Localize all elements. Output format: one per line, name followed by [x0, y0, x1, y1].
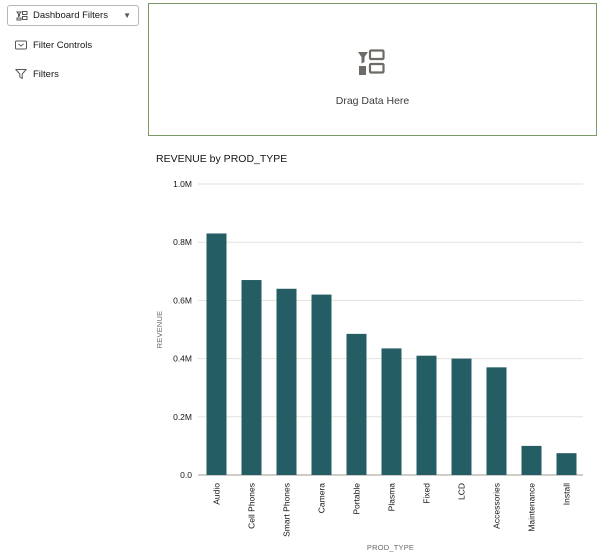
x-tick-label: Smart Phones	[282, 483, 292, 537]
bar-smart-phones[interactable]	[276, 288, 297, 475]
funnel-icon	[15, 68, 27, 80]
bar-maintenance[interactable]	[521, 445, 542, 475]
x-tick-label: LCD	[457, 483, 467, 500]
bar-lcd[interactable]	[451, 358, 472, 475]
filter-controls-label: Filter Controls	[33, 39, 93, 51]
filters-label: Filters	[33, 68, 59, 80]
x-tick-label: Audio	[212, 483, 222, 505]
left-panel: Dashboard Filters ▼ Filter Controls Filt…	[0, 0, 145, 557]
drag-data-icon	[358, 49, 385, 75]
bar-cell-phones[interactable]	[241, 280, 262, 475]
x-tick-label: Accessories	[492, 483, 502, 529]
x-tick-label: Cell Phones	[247, 483, 257, 529]
bar-portable[interactable]	[346, 333, 367, 475]
chevron-down-icon: ▼	[123, 11, 131, 20]
bar-accessories[interactable]	[486, 367, 507, 475]
filter-controls-icon	[15, 39, 27, 51]
y-tick-label: 0.4M	[173, 354, 192, 364]
dashboard-filters-dropdown[interactable]: Dashboard Filters ▼	[7, 5, 139, 26]
bar-fixed[interactable]	[416, 355, 437, 475]
y-tick-label: 0.8M	[173, 237, 192, 247]
drop-zone[interactable]: Drag Data Here	[148, 3, 597, 136]
y-tick-label: 0.0	[180, 470, 192, 480]
x-tick-label: Portable	[352, 483, 362, 515]
bar-audio[interactable]	[206, 233, 227, 475]
filters-item[interactable]: Filters	[15, 66, 59, 82]
y-tick-label: 1.0M	[173, 179, 192, 189]
chart-title: REVENUE by PROD_TYPE	[156, 153, 288, 165]
x-axis-title: PROD_TYPE	[367, 543, 414, 552]
bar-chart: 0.0 0.2M 0.4M 0.6M 0.8M 1.0M Audio Cell Phones…	[155, 179, 583, 552]
y-tick-label: 0.6M	[173, 295, 192, 305]
dashboard-filters-icon	[16, 10, 28, 22]
y-tick-label: 0.2M	[173, 412, 192, 422]
bar-install[interactable]	[556, 453, 577, 475]
x-tick-label: Plasma	[387, 483, 397, 512]
bar-camera[interactable]	[311, 294, 332, 475]
x-tick-label: Install	[562, 483, 572, 505]
x-tick-label: Maintenance	[527, 483, 537, 532]
y-axis-title: REVENUE	[155, 311, 164, 349]
bar-plasma[interactable]	[381, 348, 402, 475]
x-tick-label: Camera	[317, 483, 327, 514]
filter-controls-item[interactable]: Filter Controls	[15, 37, 92, 53]
x-tick-label: Fixed	[422, 483, 432, 504]
dashboard-filters-label: Dashboard Filters	[33, 10, 108, 21]
drop-zone-text: Drag Data Here	[335, 95, 410, 107]
